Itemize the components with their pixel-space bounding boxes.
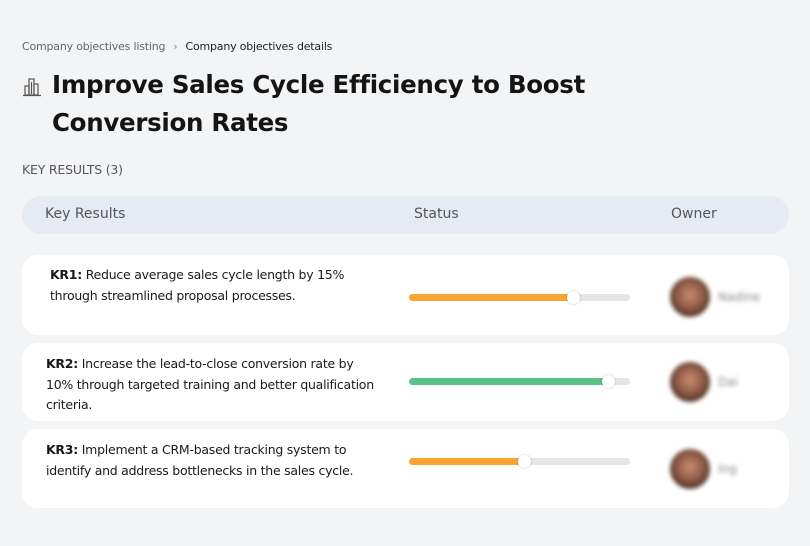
key-result-description: KR2: Increase the lead-to-close conversi… [46, 354, 376, 416]
breadcrumb-current-page: Company objectives details [185, 40, 333, 53]
key-result-id: KR1: [50, 267, 83, 282]
key-result-row[interactable]: KR3: Implement a CRM-based tracking syst… [22, 429, 789, 508]
key-result-row[interactable]: KR2: Increase the lead-to-close conversi… [22, 343, 789, 421]
progress-fill [409, 378, 608, 385]
column-header-key-results: Key Results [45, 206, 126, 222]
table-header: Key Results Status Owner [22, 196, 789, 234]
key-results-count-label: KEY RESULTS (3) [22, 162, 123, 177]
avatar [670, 277, 710, 317]
key-result-text: Reduce average sales cycle length by 15%… [50, 267, 345, 303]
owner-name: Dai [718, 375, 738, 389]
building-icon [23, 78, 41, 97]
title-row: Improve Sales Cycle Efficiency to Boost … [22, 66, 742, 142]
owner[interactable]: Ing [670, 449, 737, 489]
breadcrumb: Company objectives listing › Company obj… [22, 40, 332, 53]
key-result-row[interactable]: KR1: Reduce average sales cycle length b… [22, 255, 789, 335]
owner-name: Ing [718, 462, 737, 476]
avatar [670, 449, 710, 489]
progress-fill [409, 294, 573, 301]
key-result-description: KR3: Implement a CRM-based tracking syst… [46, 440, 376, 481]
progress-bar[interactable] [409, 291, 630, 304]
owner-name: Nadine [718, 290, 761, 304]
key-result-id: KR2: [46, 356, 79, 371]
key-result-id: KR3: [46, 442, 79, 457]
page-title: Improve Sales Cycle Efficiency to Boost … [52, 70, 585, 137]
progress-handle[interactable] [601, 375, 615, 388]
avatar [670, 362, 710, 402]
owner[interactable]: Nadine [670, 277, 760, 317]
key-result-text: Increase the lead-to-close conversion ra… [46, 356, 374, 412]
key-result-description: KR1: Reduce average sales cycle length b… [50, 265, 380, 306]
column-header-owner: Owner [671, 206, 717, 222]
key-result-text: Implement a CRM-based tracking system to… [46, 442, 354, 478]
progress-fill [409, 458, 524, 465]
progress-handle[interactable] [517, 455, 531, 468]
progress-bar[interactable] [409, 375, 630, 388]
column-header-status: Status [414, 206, 459, 222]
progress-handle[interactable] [566, 291, 580, 304]
progress-bar[interactable] [409, 455, 630, 468]
breadcrumb-separator-icon: › [173, 40, 178, 53]
owner[interactable]: Dai [670, 362, 738, 402]
breadcrumb-objectives-listing-link[interactable]: Company objectives listing [22, 40, 166, 53]
